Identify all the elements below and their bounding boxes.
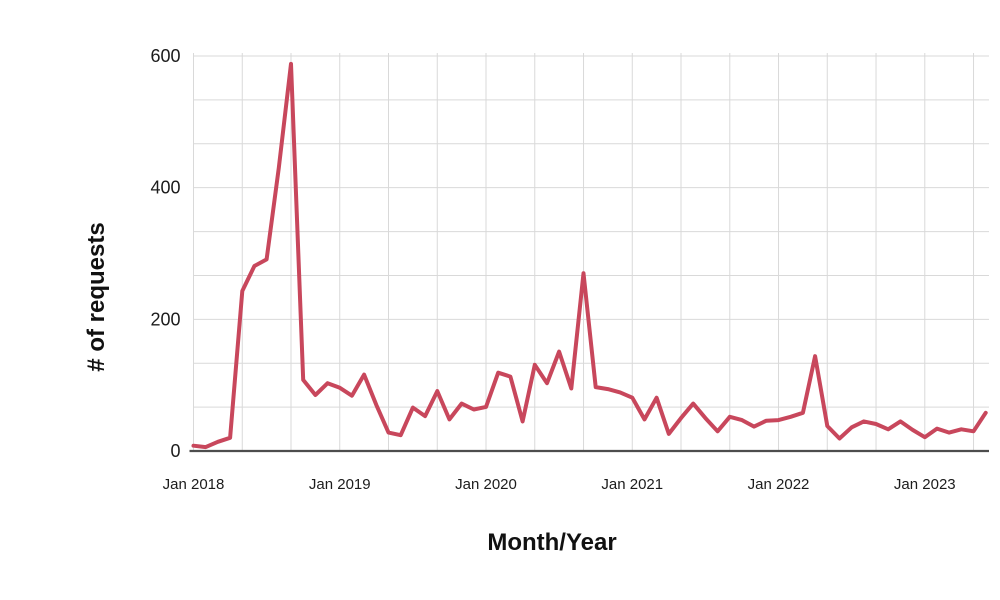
x-tick-label: Jan 2022	[748, 476, 810, 493]
x-tick-label: Jan 2021	[601, 476, 663, 493]
x-tick-label: Jan 2018	[163, 476, 225, 493]
requests-series-line	[191, 61, 988, 450]
y-tick-label: 400	[150, 178, 180, 198]
x-axis-title: Month/Year	[487, 529, 617, 556]
y-tick-label: 0	[170, 441, 180, 461]
x-tick-label: Jan 2020	[455, 476, 517, 493]
y-tick-label: 200	[150, 309, 180, 329]
y-axis-title: # of requests	[83, 222, 110, 372]
x-tick-label: Jan 2019	[309, 476, 371, 493]
y-tick-label: 600	[150, 46, 180, 66]
x-tick-label: Jan 2023	[894, 476, 956, 493]
